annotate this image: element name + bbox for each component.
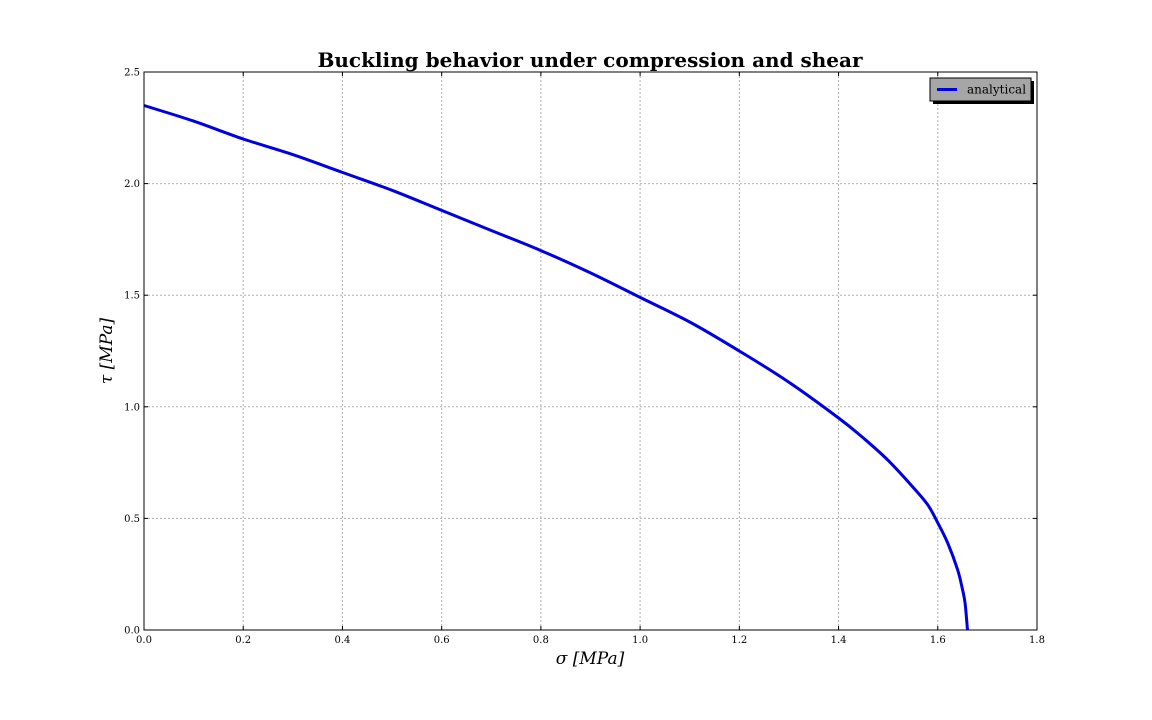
x-tick-label: 1.4 bbox=[831, 635, 847, 646]
y-tick-label: 2.0 bbox=[124, 179, 140, 190]
plot-area-frame bbox=[143, 71, 1038, 631]
x-axis-label: σ [MPa] bbox=[556, 649, 625, 669]
y-tick-label: 1.5 bbox=[124, 291, 140, 302]
y-tick-label: 1.0 bbox=[124, 402, 140, 413]
y-tick-label: 0.0 bbox=[124, 626, 140, 637]
chart-title: Buckling behavior under compression and … bbox=[317, 48, 863, 72]
series-layer bbox=[143, 104, 969, 631]
x-tick-label: 0.8 bbox=[533, 635, 549, 646]
x-tick-label: 0.2 bbox=[235, 635, 251, 646]
grid-lines bbox=[144, 72, 1037, 630]
legend-box bbox=[929, 77, 1032, 102]
y-tick-label: 0.5 bbox=[124, 514, 140, 525]
x-tick-label: 1.6 bbox=[930, 635, 946, 646]
x-tick-label: 1.8 bbox=[1029, 635, 1045, 646]
x-tick-label: 0.4 bbox=[334, 635, 350, 646]
y-axis-label: τ [MPa] bbox=[97, 317, 117, 384]
y-tick-label: 2.5 bbox=[124, 68, 140, 79]
x-tick-label: 1.0 bbox=[632, 635, 648, 646]
legend: analytical bbox=[929, 77, 1034, 104]
axis-ticks: 0.0 0.2 0.4 0.6 0.8 1.0 1.2 1.4 1.6 1.8 0.0 0.5 1.0 1… bbox=[124, 68, 1045, 647]
x-tick-label: 0.6 bbox=[434, 635, 450, 646]
legend-label-analytical: analytical bbox=[967, 83, 1026, 97]
x-tick-label: 1.2 bbox=[731, 635, 747, 646]
series-line-analytical bbox=[143, 104, 969, 631]
x-tick-label: 0.0 bbox=[136, 635, 152, 646]
